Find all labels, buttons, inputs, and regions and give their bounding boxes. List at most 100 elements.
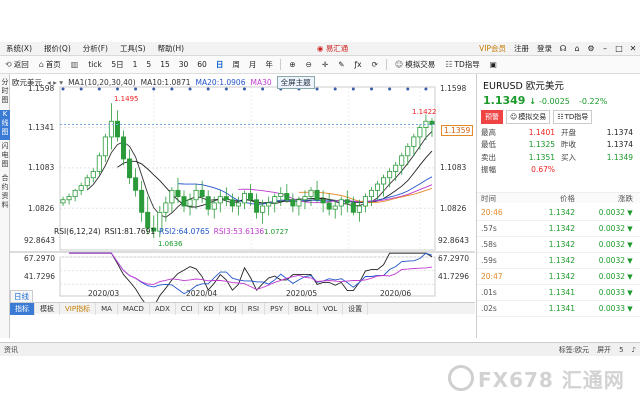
stat-value: 1.1374	[606, 127, 633, 137]
crosshair-icon[interactable]: ✛	[321, 60, 329, 69]
sim-trade-button[interactable]: ☺ 模拟交易	[390, 59, 440, 70]
event-marker	[61, 87, 65, 91]
tab-kd[interactable]: KD	[199, 302, 220, 315]
home-button[interactable]: ⌂ 首页	[34, 59, 66, 70]
period-60m[interactable]: 60	[197, 60, 207, 69]
chart-canvas[interactable]	[10, 74, 475, 338]
maximize-icon[interactable]: □	[615, 44, 623, 53]
tab-settings[interactable]: 设置	[343, 302, 369, 315]
minus-icon[interactable]: ⊖	[305, 60, 312, 69]
candle-body	[429, 120, 435, 125]
rsi-label[interactable]: RSI(6,12,24)	[54, 227, 101, 236]
tab-indicator[interactable]: 指标	[10, 302, 35, 315]
tick-time: 20:46	[481, 208, 503, 217]
status-tag[interactable]: 标签:欧元	[558, 345, 590, 354]
back-icon: ⟲	[5, 60, 12, 69]
back-label: 返回	[13, 60, 29, 69]
login-link[interactable]: 登录	[537, 44, 552, 53]
rsi-pane-border	[59, 256, 436, 297]
tab-psy[interactable]: PSY	[265, 302, 290, 315]
tab-contract-info[interactable]: 合约资料	[1, 174, 9, 209]
tab-adx[interactable]: ADX	[150, 302, 176, 315]
candle-body	[387, 171, 393, 179]
kline-button[interactable]: ▥	[66, 60, 84, 69]
refresh-icon[interactable]: ⟳	[371, 60, 378, 69]
register-link[interactable]: 注册	[514, 44, 529, 53]
tab-vol[interactable]: VOL	[318, 302, 344, 315]
menu-quote[interactable]: 报价(Q)	[44, 44, 71, 53]
td-guide-button[interactable]: ☷ TD指导	[440, 59, 485, 70]
status-news[interactable]: 资讯	[4, 345, 18, 354]
person-icon: ☺	[394, 60, 404, 69]
alert-button[interactable]: 预警	[481, 110, 503, 124]
period-week[interactable]: 周	[232, 60, 240, 69]
candle-body	[229, 199, 235, 207]
tab-flash[interactable]: 闪电图	[1, 142, 9, 168]
candle-body	[84, 177, 90, 187]
tab-boll[interactable]: BOLL	[289, 302, 319, 315]
period-5d[interactable]: 5日	[111, 60, 124, 69]
tick-button[interactable]: tick	[88, 60, 102, 69]
xtick-label: 2020/03	[88, 289, 120, 298]
menu-tools[interactable]: 工具(S)	[119, 44, 146, 53]
ytick-rsi-right: 67.2970	[438, 254, 470, 263]
period-15m[interactable]: 15	[160, 60, 170, 69]
menu-system[interactable]: 系统(X)	[6, 44, 32, 53]
minimize-icon[interactable]: –	[603, 44, 607, 53]
status-count: 5	[619, 345, 624, 354]
theme-button[interactable]: 全屏主题	[276, 76, 315, 89]
period-30m[interactable]: 30	[178, 60, 189, 69]
candle-body	[127, 158, 133, 179]
back-button[interactable]: ⟲ 返回	[0, 59, 34, 70]
tab-cci[interactable]: CCI	[176, 302, 199, 315]
kline-chart[interactable]: 欧元美元 ◂ ▸ ▾ MA1(10,20,30,40) MA10:1.0871 …	[10, 74, 475, 338]
period-1m[interactable]: 1	[132, 60, 138, 69]
tab-macd[interactable]: MACD	[118, 302, 150, 315]
ma-label[interactable]: MA1(10,20,30,40)	[68, 78, 136, 87]
ma-line	[86, 130, 433, 218]
rsi-info-bar: RSI(6,12,24) RSI1:81.7691 RSI2:64.0765 R…	[54, 227, 264, 236]
tab-template[interactable]: 模板	[35, 302, 60, 315]
quote-panel: EURUSD 欧元美元 1.1349 ↓ -0.0025 -0.22% 预警 ☺…	[476, 74, 640, 338]
lock-icon[interactable]: ⌂	[574, 44, 580, 53]
close-icon[interactable]: ✕	[629, 44, 637, 53]
menu-help[interactable]: 帮助(H)	[157, 44, 185, 53]
ticks-list[interactable]: 20:46 1.1342 0.0032 ▼ .57s 1.1342 0.0032 ▼ .58…	[477, 205, 640, 317]
gear-icon[interactable]: ⚙	[587, 44, 595, 53]
volume-icon[interactable]: ♪	[631, 345, 636, 354]
status-screen[interactable]: 屏开	[597, 345, 612, 354]
annotation-low-2: 1.0727	[264, 228, 289, 236]
menu-bar: 系统(X) 报价(Q) 分析(F) 工具(S) 帮助(H) ◉ 易汇通 VIP会…	[0, 42, 640, 56]
tick-price: 1.1342	[548, 272, 575, 281]
candle-body	[199, 189, 205, 198]
sim-trade-panel-button[interactable]: ☺ 模拟交易	[506, 110, 551, 124]
plus-icon[interactable]: ⊕	[289, 60, 296, 69]
chart-nav-icons[interactable]: ◂ ▸ ▾	[47, 78, 64, 87]
ma10-value: MA10:1.0871	[140, 78, 191, 87]
tab-kdj[interactable]: KDJ	[220, 302, 243, 315]
period-5m[interactable]: 5	[146, 60, 152, 69]
period-month[interactable]: 月	[248, 60, 257, 69]
candle-body	[102, 136, 108, 157]
panel-toggle-icon[interactable]: ▣	[489, 60, 497, 69]
tab-ma[interactable]: MA	[96, 302, 118, 315]
tab-vip-indicator[interactable]: VIP指标	[60, 302, 97, 315]
formula-icon[interactable]: ƒx	[354, 60, 362, 69]
td-icon: ☷	[557, 113, 564, 121]
down-triangle-icon: ▼	[627, 224, 633, 233]
period-year[interactable]: 年	[265, 60, 273, 69]
draw-icon[interactable]: ✎	[338, 60, 345, 69]
stat-label: 卖出	[481, 152, 496, 162]
tab-kline[interactable]: K线图	[0, 110, 10, 140]
xtick-label: 2020/06	[380, 289, 412, 298]
ticks-header-change: 涨跌	[618, 193, 633, 203]
stat-label: 开盘	[561, 127, 576, 137]
period-day[interactable]: 日	[215, 60, 224, 69]
td-guide-panel-button[interactable]: ☷ TD指导	[553, 110, 593, 124]
headset-icon[interactable]: ☊	[559, 44, 567, 53]
tick-row: .01s 1.1341 0.0033 ▼	[477, 285, 640, 301]
tab-rsi[interactable]: RSI	[243, 302, 266, 315]
tab-timeshare[interactable]: 分时图	[1, 78, 9, 104]
menu-analysis[interactable]: 分析(F)	[82, 44, 108, 53]
vip-link[interactable]: VIP会员	[479, 44, 506, 53]
